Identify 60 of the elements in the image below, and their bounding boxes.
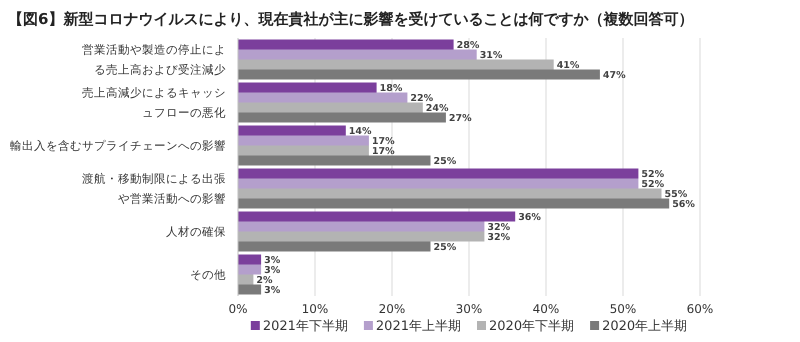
chart-title: 【図6】新型コロナウイルスにより、現在貴社が主に影響を受けていることは何ですか（複数回答可） [8,10,694,28]
legend-label: 2020年下半期 [489,319,574,334]
data-label: 52% [641,169,665,180]
legend-label: 2020年上半期 [602,319,688,334]
data-label: 52% [641,179,665,190]
bar [238,254,262,264]
data-label: 22% [410,93,434,104]
bar [238,222,484,232]
data-label: 18% [380,83,403,94]
bar [238,70,600,80]
data-label: 36% [518,212,542,223]
data-label: 25% [434,156,457,167]
data-label: 25% [434,242,457,253]
data-label: 3% [264,265,281,276]
x-tick-label: 30% [456,302,482,316]
legend-label: 2021年上半期 [376,319,461,334]
bar [238,264,262,274]
data-label: 2% [256,275,274,286]
y-tick-label: 輸出入を含むサプライチェーンへの影響 [10,138,226,152]
data-label: 55% [664,189,688,200]
data-label: 47% [602,70,626,81]
x-tick-label: 0% [228,302,248,316]
bar [238,40,454,50]
bar [238,50,477,60]
data-label: 3% [264,255,281,266]
y-tick-label: 営業活動や製造の停止による売上高および受注減少 [82,42,226,76]
bar [238,92,408,102]
bar [238,112,446,122]
data-label: 28% [456,40,480,51]
bar [238,136,369,146]
data-label: 41% [556,60,580,71]
data-label: 17% [372,136,396,147]
x-tick-label: 40% [532,302,560,316]
data-label: 32% [487,232,511,243]
data-label: 24% [426,103,450,114]
bar [238,212,516,222]
data-label: 3% [264,285,281,296]
x-tick-label: 20% [378,302,406,316]
data-label: 27% [448,113,472,124]
y-tick-label: その他 [190,268,226,282]
data-label: 32% [487,222,511,233]
bar [238,156,430,166]
x-tick-label: 60% [686,302,714,316]
legend-label: 2021年下半期 [262,319,348,334]
y-tick-label: 渡航・移動制限による出張や営業活動への影響 [82,172,226,206]
bar [238,198,670,208]
data-label: 31% [480,50,503,61]
bar [238,284,262,294]
bar [238,82,377,92]
bar [238,168,638,178]
bar [238,242,430,252]
y-tick-label: 売上高減少によるキャッシュフローの悪化 [82,86,226,120]
x-tick-label: 10% [302,302,328,316]
bar [238,178,638,188]
data-label: 56% [672,199,696,210]
data-label: 14% [348,126,372,137]
bar [238,126,346,136]
y-tick-label: 人材の確保 [166,224,226,238]
x-tick-label: 50% [610,302,636,316]
data-label: 17% [372,146,396,157]
